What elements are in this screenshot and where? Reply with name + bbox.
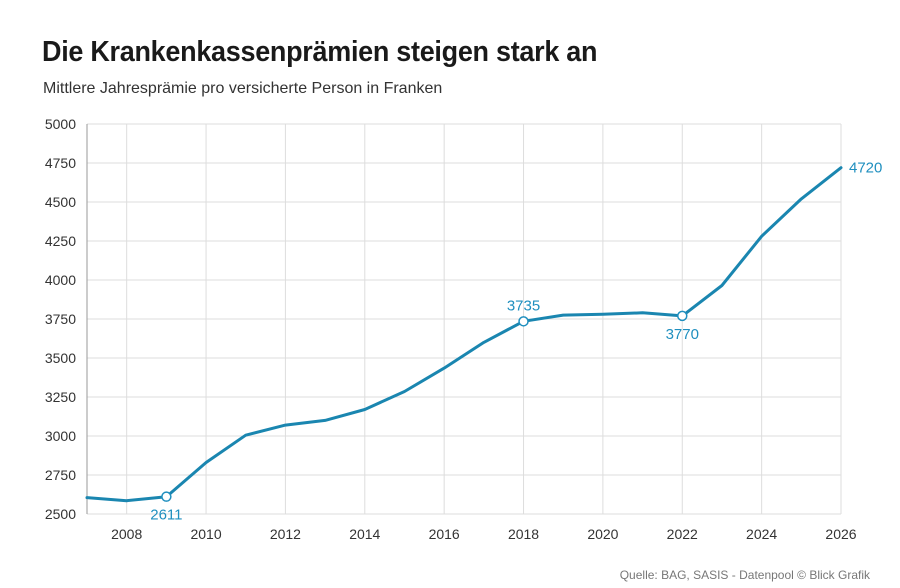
x-tick-label: 2008 bbox=[111, 526, 142, 542]
data-point-marker bbox=[518, 316, 529, 327]
x-tick-label: 2024 bbox=[746, 526, 777, 542]
y-tick-label: 4250 bbox=[45, 233, 76, 249]
data-label: 3735 bbox=[507, 297, 540, 314]
data-point-marker bbox=[677, 310, 688, 322]
x-tick-label: 2022 bbox=[667, 526, 698, 542]
y-tick-label: 3000 bbox=[45, 428, 76, 444]
x-tick-label: 2012 bbox=[270, 526, 301, 542]
y-tick-label: 4750 bbox=[45, 155, 76, 171]
source-note: Quelle: BAG, SASIS - Datenpool © Blick G… bbox=[619, 568, 870, 582]
data-label: 4720 bbox=[849, 160, 882, 177]
x-tick-label: 2018 bbox=[508, 526, 539, 542]
series-line bbox=[85, 166, 843, 503]
chart-subtitle: Mittlere Jahresprämie pro versicherte Pe… bbox=[43, 80, 443, 97]
x-tick-label: 2016 bbox=[429, 526, 460, 542]
y-tick-label: 5000 bbox=[45, 116, 76, 132]
chart-title: Die Krankenkassenprämien steigen stark a… bbox=[42, 36, 598, 68]
y-tick-label: 4500 bbox=[45, 194, 76, 210]
x-tick-label: 2010 bbox=[190, 526, 221, 542]
x-tick-label: 2014 bbox=[349, 526, 380, 542]
x-tick-label: 2026 bbox=[825, 526, 856, 542]
y-tick-label: 2750 bbox=[45, 467, 76, 483]
data-point-marker bbox=[161, 491, 172, 502]
y-tick-label: 3250 bbox=[45, 389, 76, 405]
y-tick-label: 2500 bbox=[45, 506, 76, 522]
y-tick-label: 4000 bbox=[45, 272, 76, 288]
x-tick-label: 2020 bbox=[587, 526, 618, 542]
data-label: 2611 bbox=[150, 507, 182, 524]
y-tick-label: 3500 bbox=[45, 350, 76, 366]
y-tick-label: 3750 bbox=[45, 311, 76, 327]
data-label: 3770 bbox=[666, 326, 699, 343]
